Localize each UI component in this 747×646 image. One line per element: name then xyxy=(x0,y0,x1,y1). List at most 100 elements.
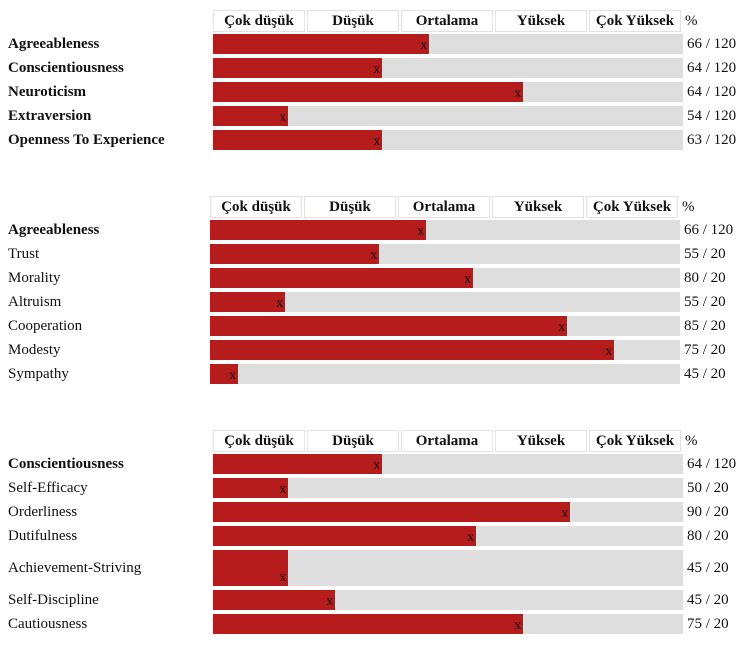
bar-marker: x xyxy=(558,320,566,335)
bar-marker: x xyxy=(229,368,237,383)
trait-label: Agreeableness xyxy=(8,36,100,52)
trait-score: 75 / 20 xyxy=(684,342,726,358)
trait-score: 55 / 20 xyxy=(684,294,726,310)
bar-marker: x xyxy=(464,272,472,287)
trait-label: Modesty xyxy=(8,342,61,358)
bar-fill xyxy=(213,454,383,474)
bar-track: x xyxy=(213,82,683,102)
trait-score: 64 / 120 xyxy=(687,456,737,472)
trait-label: Conscientiousness xyxy=(8,456,124,472)
bar-track: x xyxy=(210,220,680,240)
trait-row: Altruism x 55 / 20 xyxy=(0,292,747,312)
scale-header-cell: Çok Yüksek xyxy=(589,10,681,32)
scale-header-cell: Çok düşük xyxy=(213,10,305,32)
scale-header-cell: Yüksek xyxy=(495,430,587,452)
bar-marker: x xyxy=(279,482,287,497)
trait-score: 45 / 20 xyxy=(684,366,726,382)
trait-score: 55 / 20 xyxy=(684,246,726,262)
trait-label: Orderliness xyxy=(8,504,78,520)
trait-label: Achievement-Striving xyxy=(8,560,142,576)
trait-label: Self-Efficacy xyxy=(8,480,88,496)
scale-header-cell: Ortalama xyxy=(398,196,490,218)
bar-track: x xyxy=(210,268,680,288)
scale-header-cell: Çok düşük xyxy=(213,430,305,452)
trait-row: Conscientiousness x 64 / 120 xyxy=(0,454,747,474)
scale-header-cell: Çok düşük xyxy=(210,196,302,218)
trait-row: Orderliness x 90 / 20 xyxy=(0,502,747,522)
bar-fill xyxy=(210,364,239,384)
scale-header-cell: Düşük xyxy=(304,196,396,218)
bar-fill xyxy=(213,106,289,126)
trait-score: 64 / 120 xyxy=(687,60,737,76)
trait-score: 45 / 20 xyxy=(687,560,729,576)
trait-row: Agreeableness x 66 / 120 xyxy=(0,34,747,54)
trait-label: Altruism xyxy=(8,294,62,310)
bar-marker: x xyxy=(417,224,425,239)
bar-marker: x xyxy=(514,86,522,101)
bar-marker: x xyxy=(605,344,613,359)
scale-header: Çok düşük Düşük Ortalama Yüksek Çok Yüksek% xyxy=(213,10,743,32)
bar-track: x xyxy=(213,526,683,546)
scale-header-cell: Yüksek xyxy=(492,196,584,218)
bar-fill xyxy=(213,550,289,586)
trait-label: Dutifulness xyxy=(8,528,78,544)
bar-fill xyxy=(210,340,615,360)
trait-score: 64 / 120 xyxy=(687,84,737,100)
trait-row: Self-Discipline x 45 / 20 xyxy=(0,590,747,610)
trait-row: Modesty x 75 / 20 xyxy=(0,340,747,360)
bar-marker: x xyxy=(467,530,475,545)
trait-row: Morality x 80 / 20 xyxy=(0,268,747,288)
bar-fill xyxy=(213,58,383,78)
trait-score: 90 / 20 xyxy=(687,504,729,520)
trait-label: Trust xyxy=(8,246,40,262)
scale-header: Çok düşük Düşük Ortalama Yüksek Çok Yüksek% xyxy=(213,430,743,452)
trait-label: Conscientiousness xyxy=(8,60,124,76)
trait-score: 66 / 120 xyxy=(687,36,737,52)
trait-row: Conscientiousness x 64 / 120 xyxy=(0,58,747,78)
trait-label: Sympathy xyxy=(8,366,69,382)
bar-track: x xyxy=(213,130,683,150)
scale-header-cell: Yüksek xyxy=(495,10,587,32)
trait-score: 54 / 120 xyxy=(687,108,737,124)
bar-track: x xyxy=(210,364,680,384)
bar-fill xyxy=(213,34,430,54)
scale-header-cell: Düşük xyxy=(307,430,399,452)
trait-label: Morality xyxy=(8,270,61,286)
trait-row: Dutifulness x 80 / 20 xyxy=(0,526,747,546)
trait-score: 80 / 20 xyxy=(684,270,726,286)
bar-track: x xyxy=(213,34,683,54)
bar-track: x xyxy=(210,340,680,360)
bar-fill xyxy=(213,590,336,610)
scale-header: Çok düşük Düşük Ortalama Yüksek Çok Yüksek% xyxy=(210,196,740,218)
trait-row: Trust x 55 / 20 xyxy=(0,244,747,264)
trait-row: Self-Efficacy x 50 / 20 xyxy=(0,478,747,498)
trait-score: 66 / 120 xyxy=(684,222,734,238)
bar-fill xyxy=(213,614,524,634)
bar-marker: x xyxy=(373,458,381,473)
bar-track: x xyxy=(213,478,683,498)
bar-track: x xyxy=(210,244,680,264)
bar-track: x xyxy=(213,502,683,522)
scale-header-cell: Çok Yüksek xyxy=(586,196,678,218)
bar-track: x xyxy=(210,292,680,312)
scale-header-cell: Düşük xyxy=(307,10,399,32)
bar-fill xyxy=(213,130,383,150)
trait-row: Cautiousness x 75 / 20 xyxy=(0,614,747,634)
trait-row: Cooperation x 85 / 20 xyxy=(0,316,747,336)
percent-header: % xyxy=(685,13,698,29)
trait-label: Extraversion xyxy=(8,108,92,124)
bar-track: x xyxy=(213,614,683,634)
bar-track: x xyxy=(213,454,683,474)
trait-label: Self-Discipline xyxy=(8,592,99,608)
trait-score: 63 / 120 xyxy=(687,132,737,148)
trait-row: Sympathy x 45 / 20 xyxy=(0,364,747,384)
trait-row: Extraversion x 54 / 120 xyxy=(0,106,747,126)
trait-score: 75 / 20 xyxy=(687,616,729,632)
bar-marker: x xyxy=(279,110,287,125)
bar-fill xyxy=(210,244,380,264)
bar-track: x xyxy=(210,316,680,336)
bar-fill xyxy=(213,526,477,546)
bar-fill xyxy=(210,316,568,336)
bar-marker: x xyxy=(326,594,334,609)
trait-row: Achievement-Striving x 45 / 20 xyxy=(0,550,747,586)
